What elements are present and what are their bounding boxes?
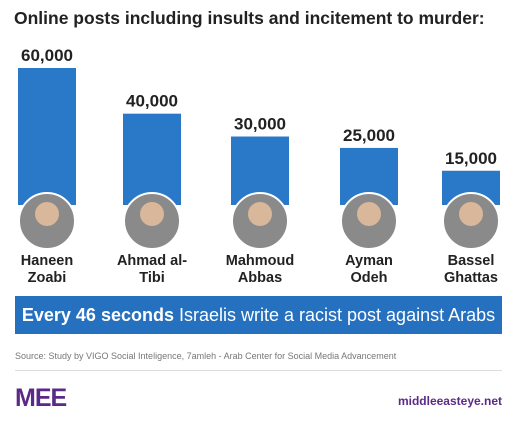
value-label: 40,000 bbox=[126, 92, 178, 111]
banner: Every 46 seconds Israelis write a racist … bbox=[15, 296, 502, 334]
value-label: 25,000 bbox=[343, 126, 395, 145]
source: Source: Study by VIGO Social Inteligence… bbox=[15, 351, 397, 361]
category-label: Mahmoud Abbas bbox=[225, 253, 295, 286]
portrait-face bbox=[248, 202, 272, 226]
value-label: 60,000 bbox=[21, 46, 73, 65]
banner-emphasis: Every 46 seconds bbox=[21, 304, 174, 325]
divider bbox=[15, 370, 502, 371]
logo: MEE bbox=[15, 384, 67, 412]
chart: 60,000 40,000 30,000 25,000 15,000 bbox=[18, 46, 500, 250]
category-label: Haneen Zoabi bbox=[20, 253, 74, 286]
bar bbox=[18, 68, 76, 205]
portrait-face bbox=[357, 202, 381, 226]
portrait-face bbox=[35, 202, 59, 226]
portrait-face bbox=[459, 202, 483, 226]
portrait-face bbox=[140, 202, 164, 226]
value-label: 15,000 bbox=[445, 149, 497, 168]
site-url: middleeasteye.net bbox=[397, 394, 502, 408]
category-label: Bassel Ghattas bbox=[444, 253, 498, 286]
category-label: Ayman Odeh bbox=[345, 253, 393, 286]
bar bbox=[123, 113, 181, 205]
value-label: 30,000 bbox=[234, 115, 286, 134]
chart-title: Online posts including insults and incit… bbox=[14, 8, 485, 28]
category-label: Ahmad al-Tibi bbox=[116, 253, 188, 286]
banner-text: Israelis write a racist post against Ara… bbox=[178, 304, 496, 325]
